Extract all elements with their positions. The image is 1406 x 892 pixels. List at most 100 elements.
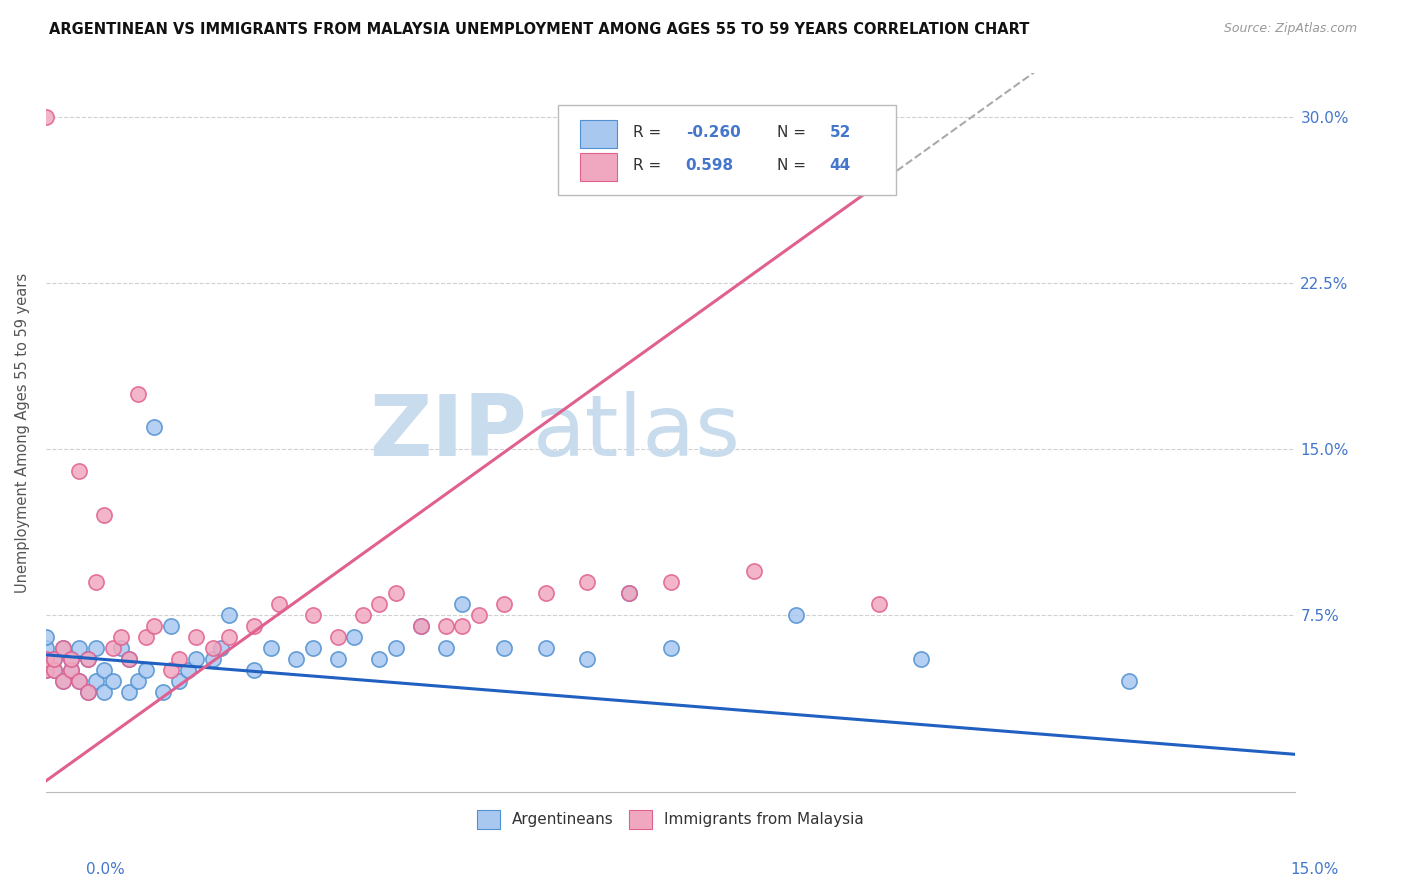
Point	[409, 619, 432, 633]
Point	[143, 420, 166, 434]
Point	[243, 619, 266, 633]
Point	[67, 674, 90, 689]
Text: R =: R =	[633, 125, 666, 140]
Point	[218, 607, 240, 622]
Point	[35, 110, 58, 124]
Point	[201, 641, 224, 656]
Point	[534, 586, 557, 600]
Point	[44, 663, 66, 677]
Point	[301, 641, 323, 656]
Point	[52, 641, 75, 656]
Legend: Argentineans, Immigrants from Malaysia: Argentineans, Immigrants from Malaysia	[471, 804, 870, 835]
Point	[52, 674, 75, 689]
Point	[59, 652, 82, 666]
Point	[576, 574, 599, 589]
Point	[118, 652, 141, 666]
Point	[385, 641, 408, 656]
Point	[52, 641, 75, 656]
Y-axis label: Unemployment Among Ages 55 to 59 years: Unemployment Among Ages 55 to 59 years	[15, 272, 30, 592]
Point	[93, 508, 115, 523]
Point	[67, 464, 90, 478]
Point	[451, 619, 474, 633]
Point	[184, 652, 207, 666]
Point	[35, 663, 58, 677]
Point	[152, 685, 174, 699]
Point	[135, 630, 157, 644]
Point	[617, 586, 640, 600]
Point	[494, 641, 516, 656]
Point	[35, 663, 58, 677]
Point	[785, 607, 807, 622]
Point	[160, 619, 183, 633]
Point	[44, 652, 66, 666]
Point	[52, 674, 75, 689]
Point	[84, 641, 107, 656]
Point	[135, 663, 157, 677]
Point	[44, 663, 66, 677]
Point	[451, 597, 474, 611]
Text: ARGENTINEAN VS IMMIGRANTS FROM MALAYSIA UNEMPLOYMENT AMONG AGES 55 TO 59 YEARS C: ARGENTINEAN VS IMMIGRANTS FROM MALAYSIA …	[49, 22, 1029, 37]
Point	[868, 597, 890, 611]
Point	[35, 641, 58, 656]
Point	[269, 597, 291, 611]
Text: R =: R =	[633, 158, 671, 172]
Point	[385, 586, 408, 600]
Text: 0.0%: 0.0%	[86, 863, 125, 877]
Point	[93, 685, 115, 699]
Point	[284, 652, 307, 666]
Point	[534, 641, 557, 656]
Point	[35, 652, 58, 666]
Point	[434, 641, 457, 656]
Point	[434, 619, 457, 633]
Point	[659, 574, 682, 589]
Point	[101, 674, 124, 689]
Point	[167, 674, 190, 689]
Point	[76, 685, 98, 699]
Point	[76, 652, 98, 666]
Point	[59, 652, 82, 666]
Point	[160, 663, 183, 677]
FancyBboxPatch shape	[579, 153, 617, 181]
Point	[326, 630, 349, 644]
Point	[209, 641, 232, 656]
Point	[143, 619, 166, 633]
Point	[93, 663, 115, 677]
Text: 44: 44	[830, 158, 851, 172]
Point	[326, 652, 349, 666]
Point	[167, 652, 190, 666]
Point	[184, 630, 207, 644]
Point	[576, 652, 599, 666]
Point	[59, 663, 82, 677]
Point	[127, 674, 149, 689]
Text: atlas: atlas	[533, 391, 741, 474]
Text: 52: 52	[830, 125, 851, 140]
Point	[67, 674, 90, 689]
Text: 0.598: 0.598	[686, 158, 734, 172]
Point	[494, 597, 516, 611]
Point	[218, 630, 240, 644]
Point	[118, 685, 141, 699]
Point	[35, 652, 58, 666]
FancyBboxPatch shape	[558, 105, 896, 195]
Point	[742, 564, 765, 578]
Point	[110, 630, 132, 644]
Point	[352, 607, 374, 622]
Point	[910, 652, 932, 666]
Text: Source: ZipAtlas.com: Source: ZipAtlas.com	[1223, 22, 1357, 36]
Point	[201, 652, 224, 666]
Text: -0.260: -0.260	[686, 125, 741, 140]
Point	[101, 641, 124, 656]
Point	[368, 652, 391, 666]
Point	[409, 619, 432, 633]
Text: N =: N =	[778, 125, 811, 140]
Point	[84, 674, 107, 689]
Point	[468, 607, 491, 622]
Point	[176, 663, 198, 677]
Point	[110, 641, 132, 656]
Point	[118, 652, 141, 666]
Point	[127, 386, 149, 401]
Point	[301, 607, 323, 622]
FancyBboxPatch shape	[579, 120, 617, 148]
Point	[243, 663, 266, 677]
Point	[44, 652, 66, 666]
